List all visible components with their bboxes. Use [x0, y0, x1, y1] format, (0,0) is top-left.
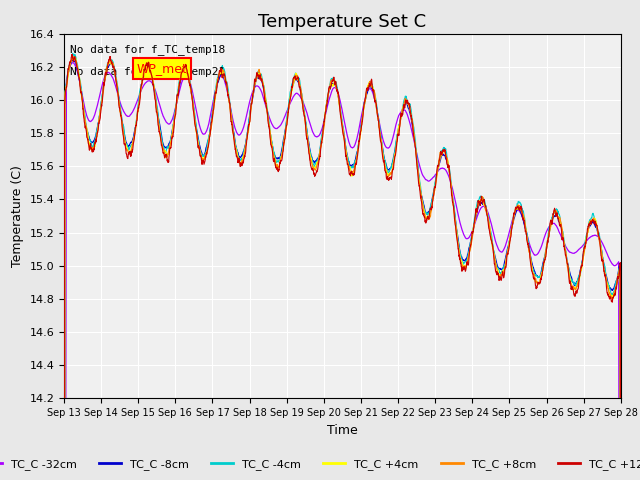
Title: Temperature Set C: Temperature Set C: [259, 12, 426, 31]
Legend: TC_C -32cm, TC_C -8cm, TC_C -4cm, TC_C +4cm, TC_C +8cm, TC_C +12cm: TC_C -32cm, TC_C -8cm, TC_C -4cm, TC_C +…: [0, 455, 640, 474]
Text: WP_met: WP_met: [136, 62, 188, 75]
X-axis label: Time: Time: [327, 424, 358, 437]
Y-axis label: Temperature (C): Temperature (C): [11, 165, 24, 267]
Text: No data for f_TC_temp21: No data for f_TC_temp21: [70, 66, 225, 77]
Text: No data for f_TC_temp18: No data for f_TC_temp18: [70, 45, 225, 56]
